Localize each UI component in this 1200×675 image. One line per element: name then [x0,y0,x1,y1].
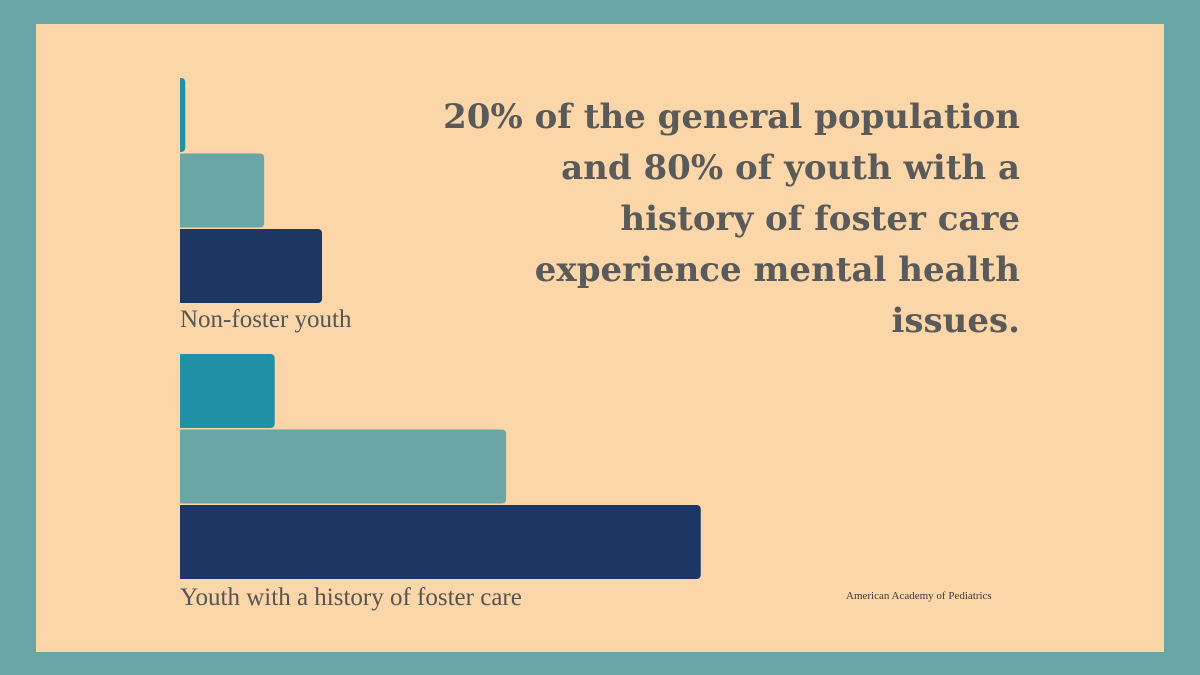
bar-chart [36,24,701,652]
category-label-non-foster: Non-foster youth [180,306,352,333]
bar-group2-series3 [174,505,701,579]
bar-group1-series2 [174,153,265,228]
bar-group1-series3 [174,229,323,303]
category-label-foster-care: Youth with a history of foster care [180,584,522,611]
infographic-panel: 20% of the general population and 80% of… [36,24,1164,652]
baseline-mask [36,24,180,652]
bar-group2-series1 [174,354,275,428]
headline: 20% of the general population and 80% of… [443,97,1020,341]
bar-group2-series2 [174,429,507,504]
source-credit: American Academy of Pediatrics [846,590,992,602]
